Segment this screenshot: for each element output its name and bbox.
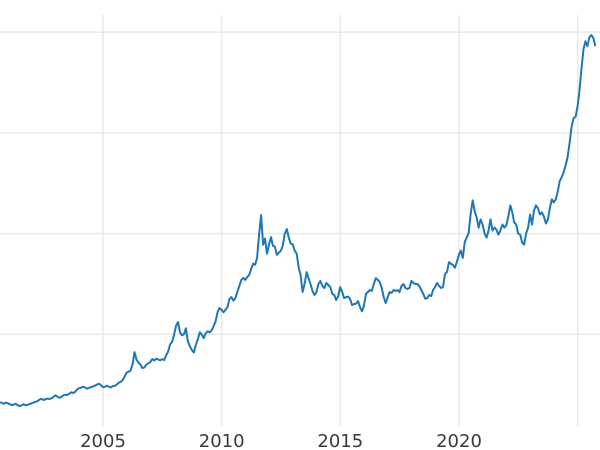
x-tick-label: 2020 — [436, 431, 482, 450]
x-tick-labels: 2005 2010 2015 2020 — [80, 431, 482, 450]
x-tick-label: 2005 — [80, 431, 126, 450]
price-line — [0, 34, 597, 408]
x-tick-label: 2010 — [199, 431, 245, 450]
gridlines — [0, 15, 600, 426]
x-tick-label: 2015 — [317, 431, 363, 450]
